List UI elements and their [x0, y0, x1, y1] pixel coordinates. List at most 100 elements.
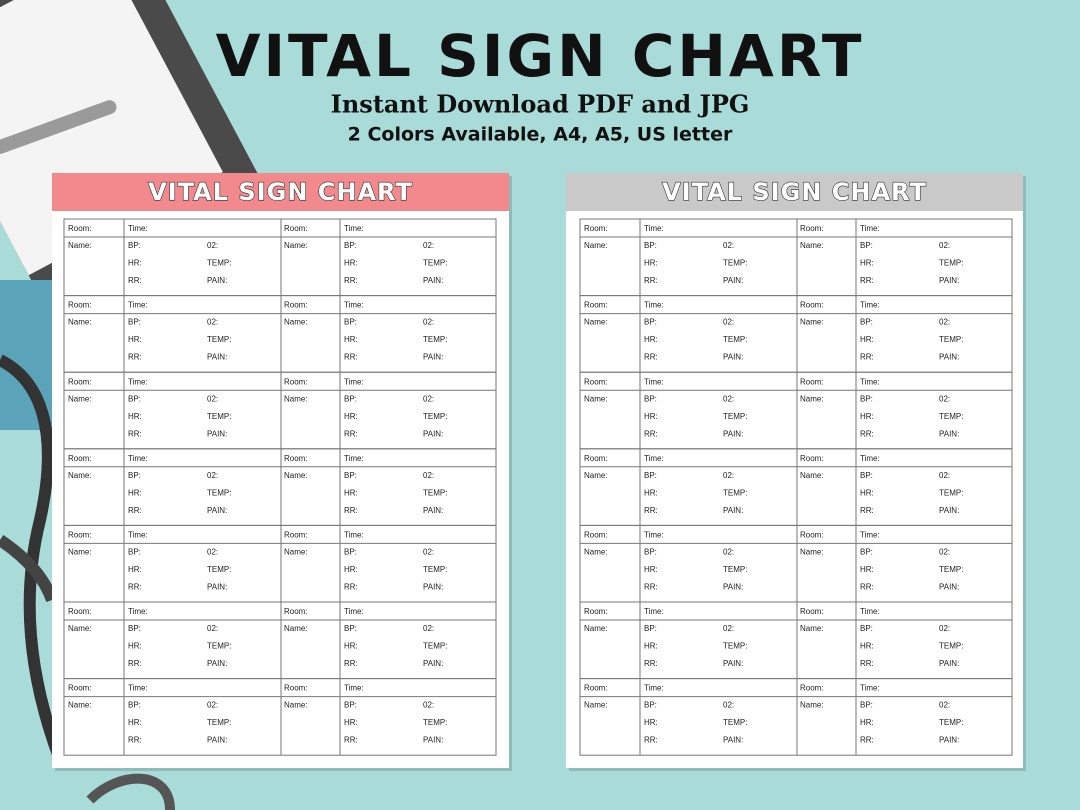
field-label: BP:	[860, 624, 873, 633]
field-label: RR:	[128, 429, 142, 438]
field-label: 02:	[207, 701, 218, 710]
field-label: Time:	[860, 684, 880, 693]
field-label: Time:	[860, 454, 880, 463]
field-label: Time:	[644, 454, 664, 463]
field-label: Room:	[800, 684, 824, 693]
field-label: Time:	[644, 301, 664, 310]
field-label: 02:	[207, 624, 218, 633]
field-label: TEMP:	[723, 565, 747, 574]
field-label: Time:	[344, 684, 364, 693]
field-label: Room:	[584, 224, 608, 233]
field-label: HR:	[860, 718, 874, 727]
field-label: RR:	[644, 429, 658, 438]
field-label: TEMP:	[939, 718, 963, 727]
field-label: Room:	[284, 607, 308, 616]
field-label: PAIN:	[207, 736, 227, 745]
field-label: PAIN:	[207, 429, 227, 438]
field-label: Time:	[644, 684, 664, 693]
field-label: Name:	[800, 624, 824, 633]
field-label: PAIN:	[423, 736, 443, 745]
field-label: 02:	[723, 318, 734, 327]
field-label: BP:	[128, 318, 141, 327]
field-label: Room:	[68, 454, 92, 463]
field-label: HR:	[128, 565, 142, 574]
field-label: RR:	[344, 583, 358, 592]
field-label: HR:	[860, 412, 874, 421]
field-label: 02:	[723, 241, 734, 250]
field-label: PAIN:	[723, 506, 743, 515]
field-label: HR:	[860, 488, 874, 497]
field-label: 02:	[207, 318, 218, 327]
field-label: HR:	[644, 488, 658, 497]
field-label: Room:	[284, 224, 308, 233]
field-label: TEMP:	[723, 718, 747, 727]
field-label: BP:	[128, 394, 141, 403]
stethoscope-tube	[86, 773, 175, 810]
field-label: BP:	[860, 318, 873, 327]
field-label: BP:	[344, 318, 357, 327]
field-label: 02:	[207, 548, 218, 557]
field-label: 02:	[723, 701, 734, 710]
field-label: PAIN:	[723, 429, 743, 438]
field-label: HR:	[644, 335, 658, 344]
field-label: PAIN:	[939, 276, 959, 285]
sheet-paper	[566, 173, 1023, 768]
field-label: PAIN:	[939, 353, 959, 362]
field-label: TEMP:	[207, 259, 231, 268]
field-label: TEMP:	[423, 642, 447, 651]
field-label: HR:	[644, 412, 658, 421]
field-label: PAIN:	[939, 429, 959, 438]
field-label: HR:	[344, 335, 358, 344]
field-label: Room:	[584, 684, 608, 693]
field-label: BP:	[860, 548, 873, 557]
field-label: BP:	[860, 241, 873, 250]
field-label: BP:	[860, 701, 873, 710]
field-label: RR:	[128, 353, 142, 362]
field-label: PAIN:	[723, 353, 743, 362]
field-label: TEMP:	[939, 642, 963, 651]
field-label: PAIN:	[423, 429, 443, 438]
field-label: BP:	[344, 394, 357, 403]
field-label: BP:	[644, 394, 657, 403]
field-label: 02:	[423, 241, 434, 250]
field-label: RR:	[128, 506, 142, 515]
field-label: Room:	[800, 224, 824, 233]
field-label: PAIN:	[423, 506, 443, 515]
field-label: HR:	[128, 642, 142, 651]
field-label: Name:	[284, 471, 308, 480]
field-label: BP:	[128, 471, 141, 480]
sheets: VITAL SIGN CHART Room: Time: Name: BP: 02: HR:…	[52, 173, 1026, 771]
field-label: Time:	[860, 531, 880, 540]
field-label: TEMP:	[207, 335, 231, 344]
field-label: HR:	[128, 488, 142, 497]
field-label: RR:	[128, 583, 142, 592]
field-label: Room:	[800, 607, 824, 616]
field-label: Time:	[644, 224, 664, 233]
field-label: TEMP:	[939, 335, 963, 344]
field-label: RR:	[644, 276, 658, 285]
field-label: BP:	[344, 548, 357, 557]
field-label: RR:	[860, 659, 874, 668]
field-label: Name:	[284, 624, 308, 633]
field-label: TEMP:	[207, 642, 231, 651]
field-label: Time:	[860, 377, 880, 386]
field-label: Room:	[68, 224, 92, 233]
field-label: Room:	[284, 301, 308, 310]
field-label: RR:	[644, 659, 658, 668]
field-label: TEMP:	[423, 259, 447, 268]
field-label: PAIN:	[939, 583, 959, 592]
field-label: TEMP:	[723, 488, 747, 497]
field-label: 02:	[423, 318, 434, 327]
field-label: Time:	[644, 531, 664, 540]
field-label: PAIN:	[207, 353, 227, 362]
field-label: PAIN:	[207, 659, 227, 668]
field-label: BP:	[128, 548, 141, 557]
field-label: PAIN:	[723, 583, 743, 592]
field-label: 02:	[939, 471, 950, 480]
field-label: TEMP:	[423, 488, 447, 497]
field-label: RR:	[344, 659, 358, 668]
field-label: BP:	[128, 624, 141, 633]
field-label: HR:	[644, 718, 658, 727]
field-label: RR:	[128, 659, 142, 668]
field-label: RR:	[344, 353, 358, 362]
